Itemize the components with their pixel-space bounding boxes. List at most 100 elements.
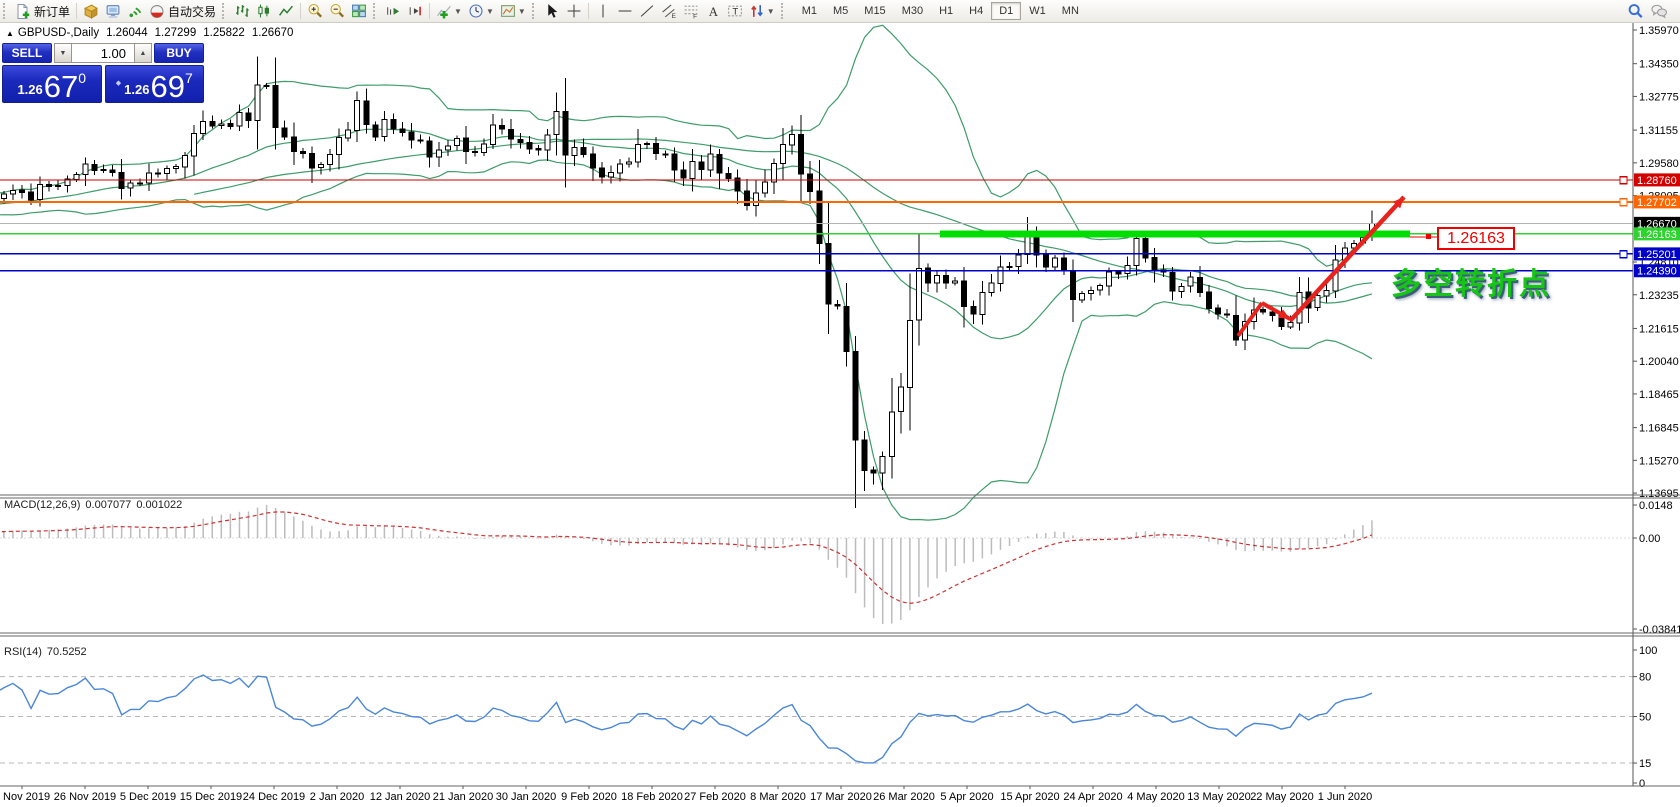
vertical-line-button[interactable] [593,1,613,21]
trendline-button[interactable] [637,1,657,21]
buy-price-box[interactable]: ◆ 1.26 69 7 [104,65,204,103]
support-price-label[interactable]: 1.26163 [1437,227,1515,250]
new-order-icon [15,3,31,19]
annotation-text[interactable]: 多空转折点 [1391,268,1551,301]
autoscroll-button[interactable] [383,1,403,21]
diamond-icon: ◆ [115,79,122,87]
timeframe-m30[interactable]: M30 [901,5,924,17]
timeframe-h4[interactable]: H4 [969,5,984,17]
price-tick: 1.32775 [1639,91,1679,103]
price-badge-text: 1.26670 [1637,218,1677,230]
macd-axis-label: 0.0148 [1639,500,1673,512]
volume-increase-button[interactable]: ▲ [134,43,152,63]
periods-button[interactable]: ▼ [466,1,496,21]
rsi-line [0,674,1373,764]
chart-shift-icon [407,3,423,19]
rsi-name: RSI(14) [4,646,42,658]
toolbar-grip [3,3,8,19]
timeframe-w1[interactable]: W1 [1029,5,1046,17]
fibonacci-icon: F [683,3,699,19]
candlestick-button[interactable] [254,1,274,21]
price-tick: 1.29580 [1639,158,1679,170]
price-badge-text: 1.26163 [1637,229,1677,241]
market-box-button[interactable] [81,1,101,21]
timeframe-m1[interactable]: M1 [801,5,817,17]
date-label: 9 Feb 2020 [561,791,617,803]
date-label: 18 Feb 2020 [621,791,683,803]
new-order-button[interactable]: 新订单 [13,1,72,21]
cursor-button[interactable] [542,1,562,21]
indicators-icon [436,3,452,19]
volume-input[interactable]: 1.00 [72,43,134,63]
templates-button[interactable]: ▼ [498,1,528,21]
trend-arrows[interactable] [1236,195,1406,338]
support-band [940,230,1410,238]
macd-value-signal: 0.001022 [136,499,183,511]
chat-icon [1650,3,1668,19]
price-axis[interactable]: 1.359701.343501.327751.311551.295801.280… [1633,25,1680,790]
zoom-out-button[interactable] [327,1,347,21]
timeframe-h1[interactable]: H1 [939,5,954,17]
horizontal-line-button[interactable] [615,1,635,21]
rsi-axis-label: 15 [1639,758,1651,770]
price-badge [1634,195,1680,209]
sell-price-box[interactable]: 1.26 67 0 [2,65,102,103]
channel-button[interactable]: E [659,1,679,21]
bar-chart-icon [234,3,250,19]
timeframe-d1[interactable]: D1 [991,2,1022,20]
bollinger-lower [0,159,1373,521]
date-axis[interactable]: 7 Nov 2019 26 Nov 2019 5 Dec 2019 15 Dec 20… [0,786,1372,803]
autotrading-button[interactable]: 自动交易 [147,1,218,21]
buy-button[interactable]: BUY [154,43,204,63]
chevron-down-icon: ▼ [517,6,526,16]
chat-button[interactable] [1648,1,1670,21]
price-tick: 1.23235 [1639,290,1679,302]
date-label: 12 Jan 2020 [370,791,431,803]
price-badge-text: 1.27702 [1637,197,1677,209]
new-order-label: 新订单 [34,4,71,19]
ohlc-high: 1.27299 [154,27,197,39]
timeframe-m15[interactable]: M15 [864,5,886,17]
line-chart-button[interactable] [276,1,296,21]
toolbar-grip [222,3,227,19]
price-tick: 1.35970 [1639,25,1679,37]
volume-decrease-button[interactable]: ▼ [54,43,72,63]
macd-name: MACD(12,26,9) [4,499,81,511]
arrows-button[interactable]: ▼ [747,1,777,21]
tile-windows-button[interactable] [349,1,369,21]
search-button[interactable] [1625,1,1646,21]
candlestick-icon [256,3,272,19]
macd-signal-line [0,511,1373,605]
rsi-pane [0,674,1633,764]
date-label: 24 Dec 2019 [243,791,305,803]
rsi-value: 70.5252 [46,646,87,658]
date-label: 26 Nov 2019 [54,791,116,803]
crosshair-button[interactable] [564,1,584,21]
zoom-in-button[interactable] [305,1,325,21]
text-label-button[interactable]: T [725,1,745,21]
macd-indicator-label: MACD(12,26,9) 0.007077 0.001022 [4,499,182,511]
symbol-triangle-icon: ▲ [6,29,14,38]
rsi-axis-label: 80 [1639,672,1651,684]
horizontal-lines[interactable] [0,176,1633,272]
zoom-out-icon [329,3,345,19]
price-badge [1634,264,1680,278]
signals-button[interactable] [125,1,145,21]
timeframe-m5[interactable]: M5 [833,5,849,17]
bar-chart-button[interactable] [232,1,252,21]
chart-shift-button[interactable] [405,1,425,21]
price-badge-text: 1.28760 [1637,175,1677,187]
text-button[interactable]: A [703,1,723,21]
price-badge [1634,216,1680,230]
fibonacci-button[interactable]: F [681,1,701,21]
terminal-button[interactable] [103,1,123,21]
macd-value-main: 0.007077 [85,499,132,511]
timeframe-mn[interactable]: MN [1061,5,1079,17]
date-label: 8 Mar 2020 [750,791,806,803]
indicators-button[interactable]: ▼ [434,1,464,21]
date-label: 26 Mar 2020 [873,791,935,803]
date-label: 7 Nov 2019 [0,791,50,803]
sell-button[interactable]: SELL [2,43,52,63]
